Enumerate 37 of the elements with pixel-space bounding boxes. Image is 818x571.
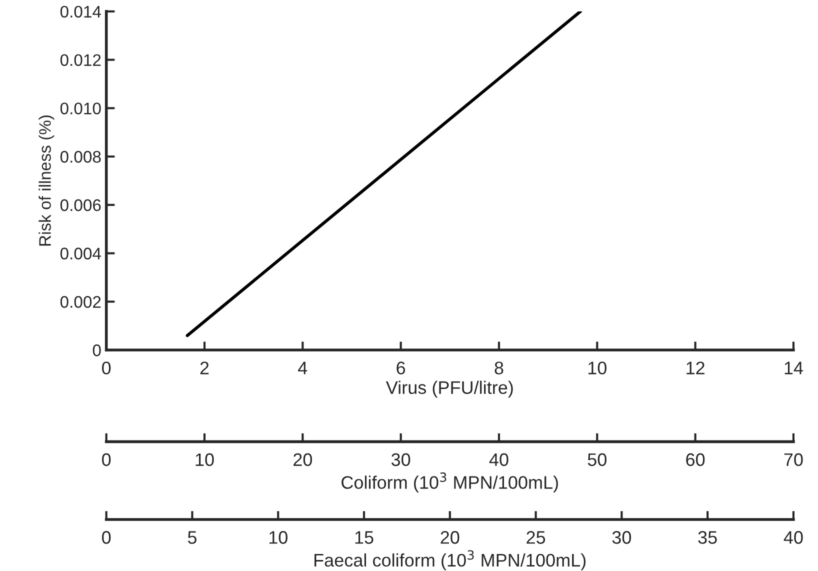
x2-tick-label: 20 xyxy=(294,453,312,466)
y-tick-label: 0.002 xyxy=(60,296,101,308)
x-tick-label: 12 xyxy=(686,362,704,374)
text: 25 xyxy=(526,531,546,544)
x-tick-label: 10 xyxy=(588,362,606,374)
x-tick-label: 2 xyxy=(200,362,209,374)
x2-tick-label: 0 xyxy=(102,453,111,466)
y-tick-label: 0.014 xyxy=(60,6,101,18)
text: Faecal coliform (10$^{3}$ MPN/100mL) xyxy=(314,550,586,570)
x2-tick-label: 60 xyxy=(686,453,705,466)
text: 20 xyxy=(440,531,460,544)
x-tick-label: 8 xyxy=(494,362,504,374)
x-tick-label: 4 xyxy=(298,362,308,374)
y-tick-label: 0 xyxy=(92,344,101,356)
x-axis-title: Virus (PFU/litre) xyxy=(386,380,513,398)
x2-tick-label: 40 xyxy=(489,453,508,466)
x-tick-label: 6 xyxy=(396,362,406,374)
y-tick-label: 0.012 xyxy=(60,54,101,66)
text: 10 xyxy=(269,531,288,544)
x-tick-label: 14 xyxy=(784,362,803,374)
text: 5 xyxy=(188,531,196,544)
x-tick-label: 0 xyxy=(102,362,111,374)
x2-axis-title: Coliform (10$^{3}$ MPN/100mL) xyxy=(342,472,558,492)
y-axis-title: Risk of illness (%) xyxy=(38,116,54,246)
x2-tick-label: 30 xyxy=(391,453,410,466)
x2-tick-label: 50 xyxy=(588,453,606,466)
text: 30 xyxy=(612,531,632,544)
text: 0 xyxy=(102,531,111,544)
x2-tick-label: 70 xyxy=(784,453,803,466)
y-tick-label: 0.004 xyxy=(60,248,101,260)
text: 15 xyxy=(355,531,374,544)
y-tick-label: 0.006 xyxy=(60,199,101,212)
text: 35 xyxy=(698,531,717,544)
y-tick-label: 0.008 xyxy=(60,150,101,163)
text: 40 xyxy=(784,531,803,544)
x2-tick-label: 10 xyxy=(196,453,214,466)
y-tick-label: 0.010 xyxy=(60,102,101,114)
